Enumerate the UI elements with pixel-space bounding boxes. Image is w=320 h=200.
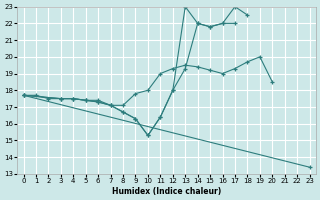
- X-axis label: Humidex (Indice chaleur): Humidex (Indice chaleur): [112, 187, 221, 196]
